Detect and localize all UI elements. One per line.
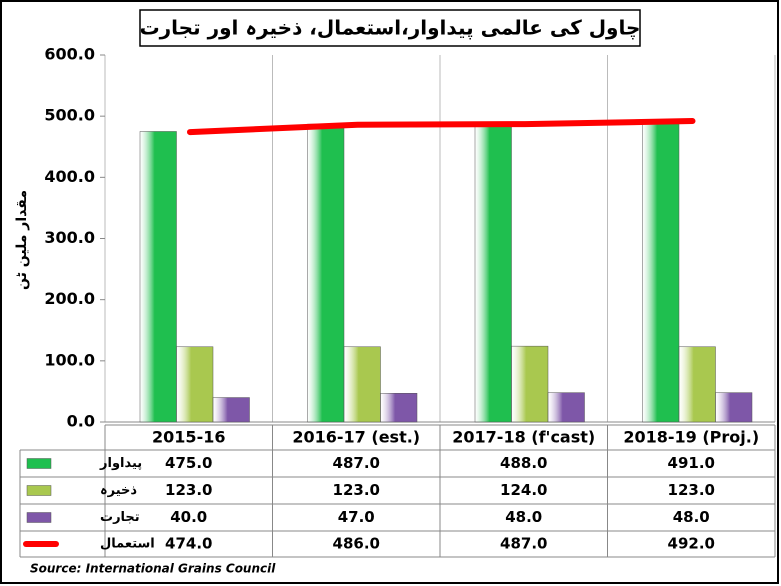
bar: [380, 393, 418, 423]
table-cell: 47.0: [338, 508, 375, 526]
table-cell: 124.0: [500, 481, 547, 499]
bar: [307, 123, 345, 423]
y-tick-label: 200.0: [44, 289, 95, 308]
table-cell: 40.0: [170, 508, 207, 526]
x-tick-label: 2017-18 (f'cast): [452, 428, 595, 447]
bar: [212, 397, 250, 423]
chart-title: چاول کی عالمی پیداوار،استعمال، ذخیرہ اور…: [140, 16, 641, 41]
y-tick-label: 400.0: [44, 167, 95, 186]
table-cell: 492.0: [668, 535, 715, 553]
bar: [715, 392, 753, 423]
y-tick-label: 300.0: [44, 228, 95, 247]
table-cell: 123.0: [333, 481, 380, 499]
table-cell: 123.0: [165, 481, 212, 499]
legend-swatch: [26, 485, 52, 496]
table-cell: 123.0: [668, 481, 715, 499]
table-cell: 474.0: [165, 535, 212, 553]
bar: [511, 345, 549, 423]
y-tick-label: 0.0: [67, 412, 95, 431]
bar: [642, 121, 680, 423]
title-box: [139, 9, 641, 47]
y-axis-label: مقدار ملین ٹن: [14, 190, 30, 290]
legend-swatch: [26, 512, 52, 523]
legend-label: پیداوار: [99, 456, 142, 471]
bar: [678, 346, 716, 423]
legend-label: تجارت: [100, 510, 140, 525]
y-tick-label: 100.0: [44, 350, 95, 369]
bar: [343, 346, 381, 423]
bar: [547, 392, 585, 423]
x-tick-label: 2015-16: [152, 428, 225, 447]
legend-swatch: [26, 458, 52, 469]
table-cell: 48.0: [505, 508, 542, 526]
table-cell: 487.0: [500, 535, 547, 553]
table-cell: 48.0: [673, 508, 710, 526]
x-tick-label: 2016-17 (est.): [292, 428, 420, 447]
source: Source: International Grains Council: [30, 562, 276, 576]
legend-label: ذخیرہ: [100, 483, 137, 498]
table-cell: 488.0: [500, 454, 547, 472]
y-tick-label: 500.0: [44, 106, 95, 125]
table-cell: 487.0: [333, 454, 380, 472]
bar: [139, 131, 177, 423]
bar: [474, 123, 512, 423]
bar: [176, 346, 214, 423]
y-tick-label: 600.0: [44, 45, 95, 64]
line: [187, 118, 696, 136]
x-tick-label: 2018-19 (Proj.): [623, 428, 759, 447]
table-cell: 491.0: [668, 454, 715, 472]
table-cell: 475.0: [165, 454, 212, 472]
legend-label: استعمال: [100, 537, 155, 552]
table-cell: 486.0: [333, 535, 380, 553]
